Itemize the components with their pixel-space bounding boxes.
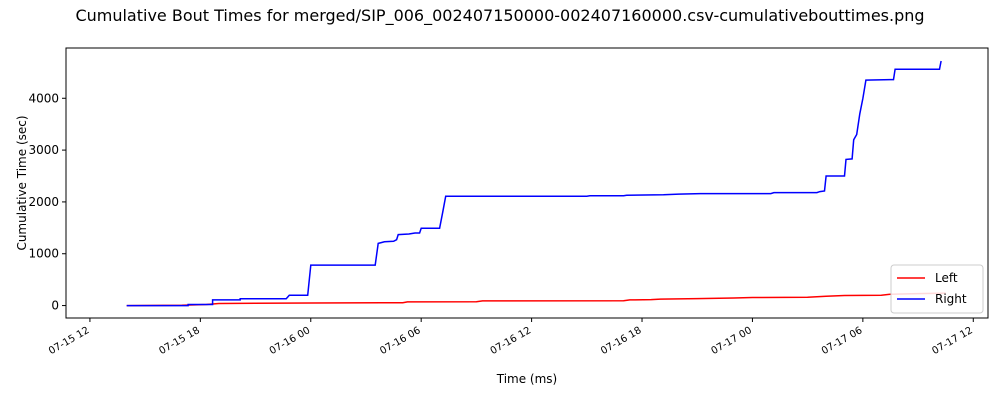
y-tick-label: 0 [51, 299, 59, 313]
series-line-right [126, 60, 942, 307]
x-tick-label: 07-17 06 [820, 325, 864, 357]
axes-frame [65, 47, 989, 319]
y-axis: 0 1000 2000 3000 4000 [28, 91, 66, 313]
x-tick-label: 07-16 00 [268, 325, 312, 357]
legend-box [890, 264, 984, 314]
x-tick-label: 07-17 12 [930, 325, 974, 357]
x-axis-label: Time (ms) [496, 372, 558, 386]
y-tick-label: 1000 [28, 247, 59, 261]
x-tick-label: 07-15 12 [47, 325, 91, 357]
legend-label-left: Left [935, 271, 958, 285]
plot-area [126, 60, 946, 307]
x-tick-label: 07-17 00 [709, 325, 753, 357]
y-axis-label: Cumulative Time (sec) [15, 115, 29, 250]
x-tick-label: 07-15 18 [157, 325, 201, 357]
x-tick-label: 07-16 18 [599, 325, 643, 357]
x-tick-label: 07-16 06 [378, 325, 422, 357]
series-line-left [126, 292, 946, 307]
legend-label-right: Right [935, 292, 967, 306]
y-tick-label: 4000 [28, 91, 59, 105]
legend: Left Right [890, 264, 984, 314]
y-tick-label: 2000 [28, 195, 59, 209]
x-tick-label: 07-16 12 [489, 325, 533, 357]
chart-title: Cumulative Bout Times for merged/SIP_006… [75, 6, 925, 25]
x-axis: 07-15 12 07-15 18 07-16 00 07-16 06 07-16 12… [47, 318, 975, 357]
y-tick-label: 3000 [28, 143, 59, 157]
